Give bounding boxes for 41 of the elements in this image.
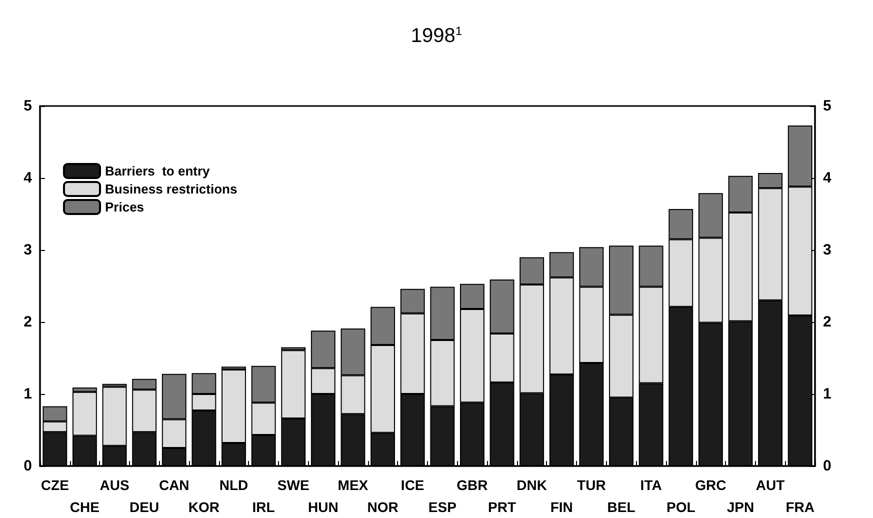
y-tick-label: 5 — [24, 98, 32, 114]
x-tick-label: AUT — [756, 477, 786, 493]
x-tick-label: ICE — [400, 477, 424, 493]
x-tick-label: GBR — [456, 477, 488, 493]
y-tick-label: 3 — [24, 242, 32, 258]
x-tick-label: NLD — [219, 477, 248, 493]
x-tick-label: NOR — [367, 499, 398, 515]
x-tick-label: ITA — [640, 477, 662, 493]
y-tick-label: 2 — [24, 314, 32, 330]
x-tick-label: FRA — [786, 499, 814, 515]
y2-tick-label: 2 — [823, 314, 832, 330]
x-tick-label: PRT — [488, 499, 516, 515]
x-tick-label: IRL — [252, 499, 276, 515]
x-tick-label: CHE — [70, 499, 100, 515]
legend-label: Barriers to entry — [105, 164, 211, 178]
x-tick-label: TUR — [577, 477, 606, 493]
x-tick-label: KOR — [188, 499, 220, 515]
x-tick-label: HUN — [308, 499, 338, 515]
x-tick-label: JPN — [726, 499, 754, 515]
y2-tick-label: 0 — [823, 458, 832, 474]
y2-tick-label: 3 — [823, 242, 832, 258]
x-tick-label: BEL — [607, 499, 636, 515]
x-tick-label: GRC — [695, 477, 726, 493]
y-tick-label: 1 — [24, 386, 32, 402]
y2-tick-label: 5 — [823, 98, 832, 114]
y-tick-label: 0 — [24, 458, 32, 474]
x-tick-label: MEX — [338, 477, 369, 493]
x-tick-label: ESP — [428, 499, 456, 515]
x-tick-label: SWE — [277, 477, 310, 493]
y-tick-label: 4 — [24, 170, 33, 186]
x-tick-label: POL — [666, 499, 696, 515]
x-tick-label: DNK — [516, 477, 547, 493]
x-tick-label: DEU — [130, 499, 160, 515]
y2-tick-label: 4 — [823, 170, 832, 186]
x-tick-label: AUS — [100, 477, 130, 493]
legend-label: Business restrictions — [105, 182, 238, 196]
x-tick-label: CAN — [158, 477, 190, 493]
x-tick-label: FIN — [550, 499, 573, 515]
legend-label: Prices — [105, 200, 144, 214]
x-tick-label: CZE — [40, 477, 69, 493]
y2-tick-label: 1 — [823, 386, 832, 402]
